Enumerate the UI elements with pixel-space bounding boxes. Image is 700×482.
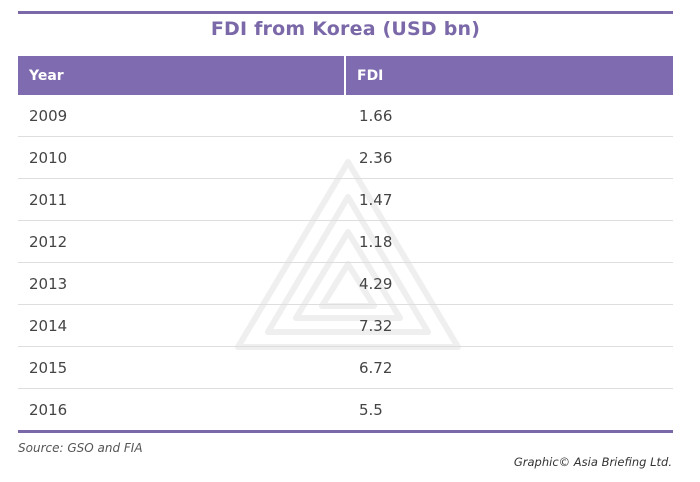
table-row: 2010 2.36 (18, 137, 673, 179)
year-cell: 2010 (29, 148, 68, 167)
year-cell: 2014 (29, 316, 68, 335)
table-row: 2012 1.18 (18, 221, 673, 263)
fdi-cell: 1.47 (359, 190, 393, 209)
fdi-table: Year FDI 2009 1.66 2010 2.36 2011 1.47 2012 1.1… (18, 56, 673, 430)
fdi-cell: 6.72 (359, 358, 393, 377)
header-fdi: FDI (357, 67, 384, 84)
fdi-cell: 2.36 (359, 148, 393, 167)
table-title: FDI from Korea (USD bn) (210, 18, 481, 40)
table-row: 2016 5.5 (18, 389, 673, 430)
year-cell: 2016 (29, 400, 68, 419)
fdi-cell: 1.18 (359, 232, 393, 251)
year-cell: 2009 (29, 106, 68, 125)
header-year: Year (18, 56, 346, 95)
year-cell: 2013 (29, 274, 68, 293)
top-rule (18, 11, 673, 14)
table-header: Year FDI (18, 56, 673, 95)
table-row: 2015 6.72 (18, 347, 673, 389)
graphic-credit: Graphic© Asia Briefing Ltd. (513, 455, 672, 469)
table-row: 2011 1.47 (18, 179, 673, 221)
bottom-rule (18, 430, 673, 433)
table-row: 2013 4.29 (18, 263, 673, 305)
fdi-cell: 5.5 (359, 400, 383, 419)
fdi-cell: 7.32 (359, 316, 393, 335)
fdi-cell: 4.29 (359, 274, 393, 293)
fdi-cell: 1.66 (359, 106, 393, 125)
year-cell: 2015 (29, 358, 68, 377)
source-note: Source: GSO and FIA (18, 441, 143, 455)
year-cell: 2012 (29, 232, 68, 251)
table-body: 2009 1.66 2010 2.36 2011 1.47 2012 1.18 2013 4.29… (18, 95, 673, 430)
table-row: 2009 1.66 (18, 95, 673, 137)
table-row: 2014 7.32 (18, 305, 673, 347)
year-cell: 2011 (29, 190, 68, 209)
